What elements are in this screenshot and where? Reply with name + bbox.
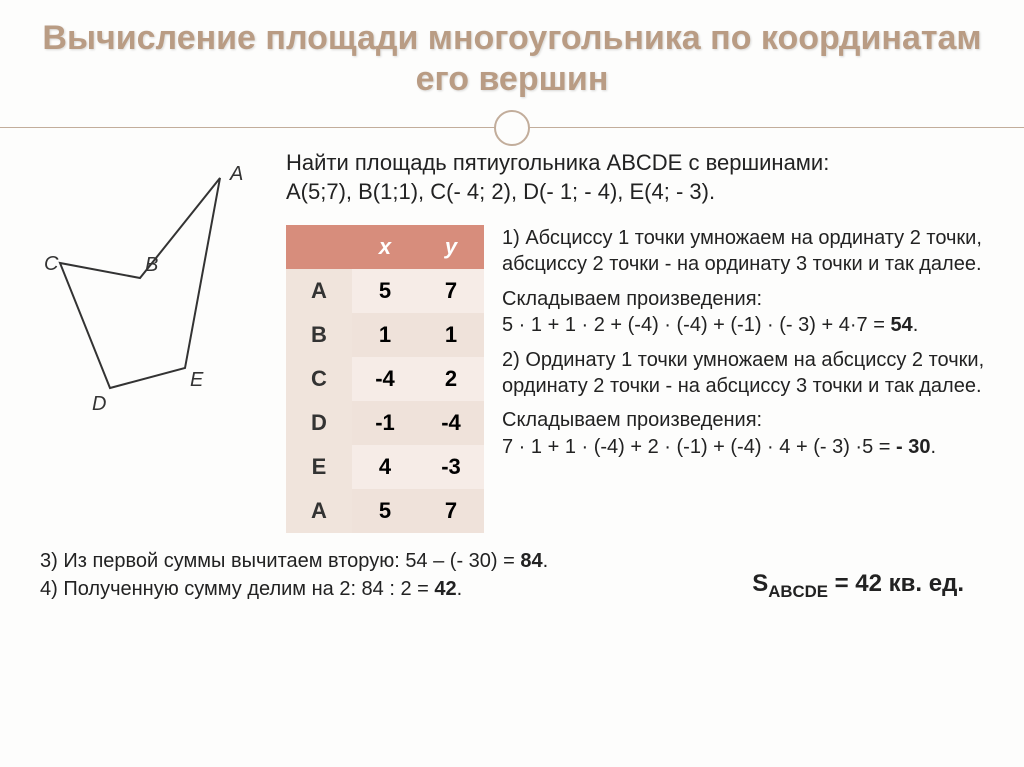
- th-x: x: [352, 225, 418, 269]
- cell-y: 2: [418, 357, 484, 401]
- problem-line1: Найти площадь пятиугольника ABCDE с верш…: [286, 150, 829, 175]
- row-label: D: [286, 401, 352, 445]
- vertex-label: E: [190, 369, 204, 391]
- row-label: A: [286, 269, 352, 313]
- cell-y: -3: [418, 445, 484, 489]
- bottom-steps: 3) Из первой суммы вычитаем вторую: 54 –…: [40, 547, 548, 603]
- coordinates-table: x y A57B11C-42D-1-4E4-3A57: [286, 225, 484, 533]
- problem-line2: A(5;7), B(1;1), C(- 4; 2), D(- 1; - 4), …: [286, 179, 715, 204]
- problem-statement: Найти площадь пятиугольника ABCDE с верш…: [286, 148, 994, 207]
- row-label: C: [286, 357, 352, 401]
- cell-x: 4: [352, 445, 418, 489]
- cell-x: -4: [352, 357, 418, 401]
- step-2b: Складываем произведения: 7 · 1 + 1 · (-4…: [502, 407, 994, 460]
- cell-x: 1: [352, 313, 418, 357]
- result-formula: SABCDE = 42 кв. ед.: [752, 567, 984, 603]
- cell-y: 7: [418, 269, 484, 313]
- th-blank: [286, 225, 352, 269]
- steps-block: 1) Абсциссу 1 точки умножаем на ординату…: [484, 225, 994, 468]
- step-2a: 2) Ординату 1 точки умножаем на абсциссу…: [502, 347, 994, 400]
- vertex-label: D: [92, 393, 106, 415]
- step-1b: Складываем произведения: 5 · 1 + 1 · 2 +…: [502, 286, 994, 339]
- vertex-label: A: [229, 163, 243, 185]
- cell-x: 5: [352, 269, 418, 313]
- cell-x: 5: [352, 489, 418, 533]
- th-y: y: [418, 225, 484, 269]
- divider: [0, 108, 1024, 148]
- row-label: A: [286, 489, 352, 533]
- vertex-label: C: [44, 253, 59, 275]
- row-label: B: [286, 313, 352, 357]
- cell-y: -4: [418, 401, 484, 445]
- row-label: E: [286, 445, 352, 489]
- page-title: Вычисление площади многоугольника по коо…: [40, 18, 984, 100]
- cell-y: 7: [418, 489, 484, 533]
- cell-x: -1: [352, 401, 418, 445]
- vertex-label: B: [145, 254, 158, 276]
- cell-y: 1: [418, 313, 484, 357]
- pentagon-diagram: A B C D E: [40, 158, 270, 428]
- step-1a: 1) Абсциссу 1 точки умножаем на ординату…: [502, 225, 994, 278]
